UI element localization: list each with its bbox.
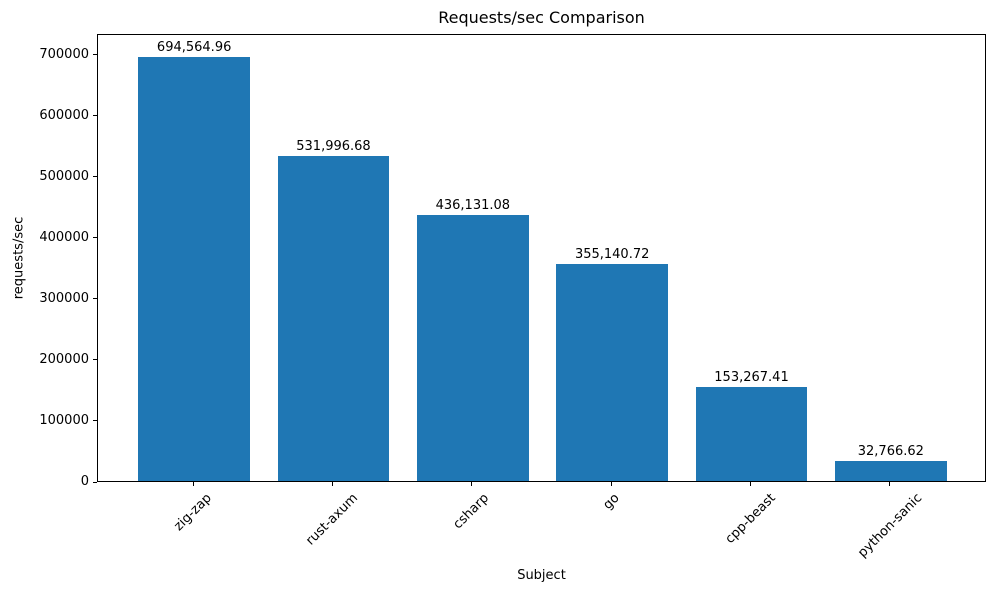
plot-area: 694,564.96 531,996.68 436,131.08 355,140.72… xyxy=(97,34,986,482)
y-tick-label: 400000 xyxy=(39,229,89,245)
y-tick xyxy=(93,176,97,178)
y-tick xyxy=(93,481,97,483)
bar-python-sanic xyxy=(835,461,947,481)
bar-csharp xyxy=(417,214,529,481)
y-tick xyxy=(93,237,97,239)
x-tick-label-python-sanic: python-sanic xyxy=(854,490,925,561)
bar-zig-zap xyxy=(138,57,250,481)
x-tick xyxy=(331,482,333,486)
x-tick-label-cpp-beast: cpp-beast xyxy=(722,490,779,547)
y-tick-label: 600000 xyxy=(39,107,89,123)
x-tick-label-rust-axum: rust-axum xyxy=(303,490,362,549)
y-tick-label: 300000 xyxy=(39,290,89,306)
bar-cpp-beast xyxy=(695,387,808,481)
y-tick-label: 500000 xyxy=(39,168,89,184)
x-tick-label-csharp: csharp xyxy=(450,490,493,533)
y-tick-label: 0 xyxy=(80,474,89,489)
bar-rust-axum xyxy=(277,156,390,481)
x-tick-label-zig-zap: zig-zap xyxy=(171,490,216,535)
y-tick xyxy=(93,420,97,422)
bar-value-label: 355,140.72 xyxy=(574,247,650,263)
y-tick-label: 100000 xyxy=(39,412,89,428)
bar-value-label: 694,564.96 xyxy=(156,40,232,56)
x-tick xyxy=(192,482,194,486)
x-tick xyxy=(889,482,891,486)
x-tick xyxy=(471,482,473,486)
bar-go xyxy=(556,264,668,481)
bar-value-label: 153,267.41 xyxy=(714,370,789,386)
y-tick xyxy=(93,298,97,300)
chart-title: Requests/sec Comparison xyxy=(438,8,645,27)
bar-value-label: 531,996.68 xyxy=(296,139,371,155)
bar-value-label: 436,131.08 xyxy=(435,197,511,213)
bar-value-label: 32,766.62 xyxy=(857,444,924,460)
x-tick-label-go: go xyxy=(600,490,623,513)
x-tick xyxy=(610,482,612,486)
y-tick-label: 700000 xyxy=(39,46,89,62)
y-tick xyxy=(93,54,97,56)
y-tick-label: 200000 xyxy=(39,351,89,367)
x-tick xyxy=(750,482,751,486)
y-tick xyxy=(93,115,97,117)
x-axis-label: Subject xyxy=(517,568,566,583)
y-tick xyxy=(93,359,97,361)
